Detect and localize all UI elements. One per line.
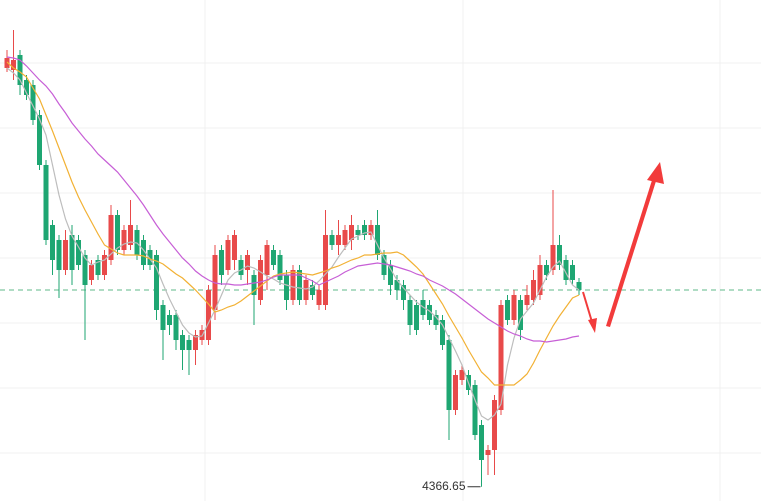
low-marker-label: 4366.65 xyxy=(422,479,466,493)
candle-body xyxy=(316,290,322,305)
candle-body xyxy=(206,290,211,340)
candle-body xyxy=(401,285,406,300)
candle-body xyxy=(128,225,133,245)
candle-body xyxy=(544,265,549,275)
candle-body xyxy=(63,240,68,270)
candle-body xyxy=(570,265,575,280)
candle-body xyxy=(173,315,179,340)
candle-body xyxy=(82,255,88,285)
candle-body xyxy=(251,275,257,295)
candle-body xyxy=(238,260,244,275)
candle-body xyxy=(479,425,484,460)
candle-body xyxy=(342,230,348,245)
candle-body xyxy=(115,215,120,250)
candle-body xyxy=(102,255,107,275)
candle-body xyxy=(186,340,192,350)
candle-body xyxy=(563,260,569,280)
candle-body xyxy=(17,55,23,85)
candle-body xyxy=(518,300,523,330)
candle-body xyxy=(407,300,413,325)
candle-body xyxy=(355,230,361,235)
candle-body xyxy=(505,300,510,320)
candle-body xyxy=(108,215,114,260)
candle-body xyxy=(11,60,16,70)
candle-body xyxy=(511,295,517,320)
arrow-up-shaft xyxy=(606,177,657,327)
candle-body xyxy=(154,255,159,310)
candle-body xyxy=(485,450,491,455)
candle-body xyxy=(414,305,419,330)
candle-body xyxy=(537,265,543,295)
candle-body xyxy=(56,240,62,270)
candle-body xyxy=(446,340,452,410)
arrow-down-head xyxy=(588,318,597,333)
candle-body xyxy=(30,85,36,120)
candle-body xyxy=(264,245,270,275)
candle-body xyxy=(95,260,101,275)
candle-body xyxy=(43,165,49,240)
candle-body xyxy=(297,270,302,300)
candle-body xyxy=(160,305,166,330)
candle-body xyxy=(524,295,530,305)
candle-body xyxy=(284,275,289,300)
candle-body xyxy=(557,245,562,265)
candle-body xyxy=(193,335,198,350)
candle-body xyxy=(329,235,335,245)
candle-body xyxy=(271,250,276,265)
candle-body xyxy=(375,225,380,255)
moving-average-line xyxy=(6,67,580,421)
candle-body xyxy=(167,315,172,325)
candle-body xyxy=(381,255,387,275)
candle-body xyxy=(427,305,432,320)
plot-area: 4366.65 xyxy=(0,30,761,493)
candle-body xyxy=(531,280,536,300)
candle-body xyxy=(4,58,10,68)
candle-body xyxy=(277,255,283,280)
candle-body xyxy=(141,240,146,265)
candle-body xyxy=(50,225,55,260)
candle-body xyxy=(368,225,374,235)
candle-body xyxy=(362,225,367,235)
candle-body xyxy=(323,235,328,305)
candle-body xyxy=(433,315,439,325)
candle-body xyxy=(459,370,465,380)
candle-body xyxy=(290,270,296,300)
candle-body xyxy=(576,282,582,290)
candle-body xyxy=(336,235,341,245)
candle-body xyxy=(492,400,497,450)
arrow-up-head xyxy=(647,162,664,184)
candle-body xyxy=(225,240,231,270)
moving-average-line xyxy=(6,61,580,386)
candle-body xyxy=(453,375,458,410)
candle-body xyxy=(69,235,75,270)
candle-body xyxy=(394,280,400,290)
candle-body xyxy=(76,240,81,265)
annotation-arrows xyxy=(582,162,664,333)
candle-body xyxy=(180,335,185,350)
candle-body xyxy=(232,235,237,260)
candle-body xyxy=(121,230,127,250)
candle-body xyxy=(147,250,153,265)
candle-body xyxy=(498,305,504,410)
candle-body xyxy=(440,320,445,345)
candle-body xyxy=(37,115,42,165)
candle-body xyxy=(245,255,250,270)
candle-body xyxy=(303,280,309,300)
candle-body xyxy=(89,265,94,280)
candle-body xyxy=(472,385,478,435)
candle-body xyxy=(349,225,354,240)
candle-body xyxy=(310,285,315,295)
arrow-down-shaft xyxy=(582,291,593,323)
candle-body xyxy=(24,80,29,95)
candle-body xyxy=(550,245,556,270)
candle-body xyxy=(388,265,393,285)
moving-average-line xyxy=(6,56,580,343)
candle-body xyxy=(258,260,263,300)
candle-body xyxy=(219,250,224,275)
